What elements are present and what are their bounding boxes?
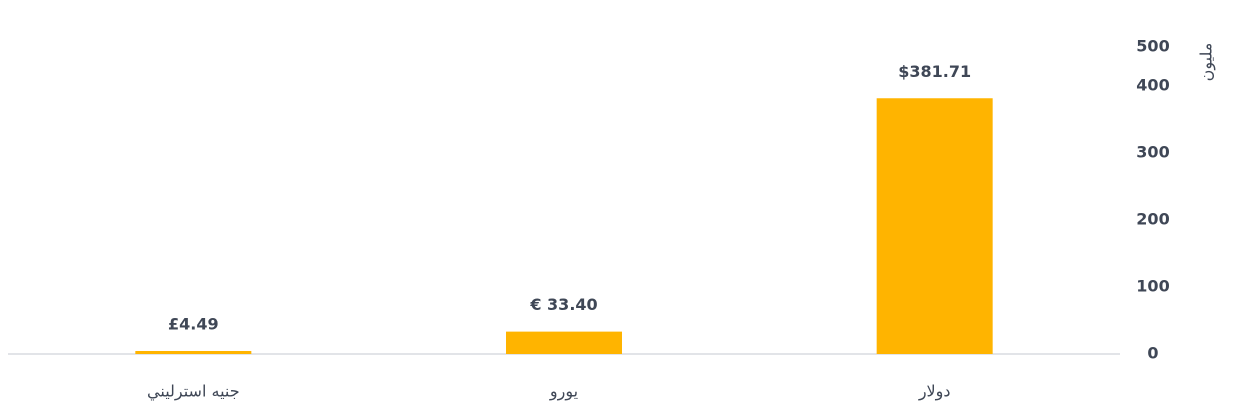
value-label: $381.71 [898,62,971,81]
y-tick-label: 100 [1136,277,1169,296]
x-tick-label: يورو [549,382,578,402]
x-tick-label: جنيه استرليني [147,382,240,402]
bar [876,98,993,354]
y-axis-label: مليون [1197,43,1217,82]
y-tick-label: 0 [1147,344,1158,363]
bar [506,331,622,354]
y-tick-label: 500 [1136,37,1169,56]
value-label: £4.49 [168,314,219,333]
bar [135,350,252,354]
y-tick-label: 300 [1136,143,1169,162]
x-tick-label: دولار [918,382,951,402]
value-label: € 33.40 [529,295,597,314]
y-tick-label: 400 [1136,76,1169,95]
y-tick-label: 200 [1136,210,1169,229]
